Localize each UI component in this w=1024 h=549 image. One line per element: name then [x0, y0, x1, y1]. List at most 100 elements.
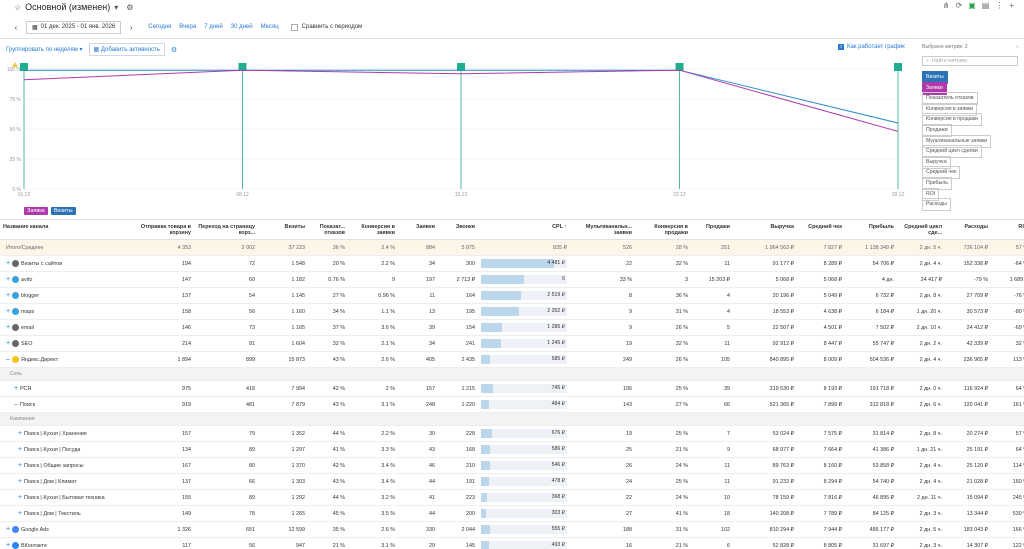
column-header[interactable]: Выручка: [770, 224, 794, 230]
next-period-icon[interactable]: ›: [129, 22, 133, 32]
column-header[interactable]: Конверсия в заявки: [361, 224, 395, 236]
column-header[interactable]: Звонки: [455, 224, 475, 230]
column-header[interactable]: Конверсия в продажи: [654, 224, 688, 236]
table-row[interactable]: + SEO 214 81 1 604 32 % 2.1 % 34 241 1 245 ₽ 19 32 …: [0, 336, 1024, 352]
table-row[interactable]: + Поиск | Дом | Текстиль 149 78 1 265 45 % 3.5…: [0, 506, 1024, 522]
metric-tag[interactable]: Конверсия в продажи: [922, 113, 982, 127]
metric-tag[interactable]: Средний чек: [922, 166, 961, 180]
column-header[interactable]: Средний чек: [808, 224, 842, 230]
quick-30days[interactable]: 30 дней: [230, 24, 253, 30]
table-row[interactable]: + Визиты с сайтов 194 72 1 548 20 % 2.2 % 34 300…: [0, 256, 1024, 272]
add-icon[interactable]: +: [1009, 1, 1014, 10]
column-header[interactable]: Визиты: [284, 224, 305, 230]
expand-icon[interactable]: +: [18, 478, 23, 485]
how-works-link[interactable]: i Как работает график: [838, 44, 905, 50]
column-header[interactable]: Продажи: [706, 224, 730, 230]
table-cell: 9: [629, 324, 632, 331]
chart-settings-icon[interactable]: ⚙: [170, 46, 178, 54]
add-activity-button[interactable]: ▦ Добавить активность: [88, 43, 165, 56]
table-row[interactable]: + РСЯ 975 418 7 994 42 % 2 % 157 1 215 745 ₽ 106 25…: [0, 381, 1024, 397]
column-header[interactable]: CPL ↑: [552, 224, 567, 230]
column-header[interactable]: Средний цикл сде...: [904, 224, 942, 236]
metric-tag[interactable]: Выручка: [922, 155, 951, 169]
table-row[interactable]: + Поиск | Общие запросы 167 80 1 370 42 % 3.4 …: [0, 458, 1024, 474]
expand-icon[interactable]: +: [6, 323, 11, 331]
compare-checkbox[interactable]: [290, 23, 298, 31]
expand-icon[interactable]: –: [6, 355, 10, 363]
metric-tag[interactable]: Заявки: [922, 81, 947, 95]
table-row[interactable]: + maps 158 56 1 160 34 % 1.1 % 13 195 2 352 ₽ 9 31 …: [0, 304, 1024, 320]
table-row[interactable]: + ВКонтакте 117 56 947 21 % 3.1 % 29 145 493 ₽ 16 2…: [0, 538, 1024, 549]
metric-search-input[interactable]: ⌕ Найти метрику: [922, 56, 1018, 66]
quick-yesterday[interactable]: Вчера: [179, 24, 197, 30]
table-row[interactable]: + Поиск | Дом | Климат 137 66 1 303 43 % 3.4 %…: [0, 474, 1024, 490]
metric-tag[interactable]: Продажи: [922, 123, 952, 137]
sync-icon[interactable]: ⟳: [955, 1, 963, 10]
gear-icon[interactable]: ⚙: [126, 2, 134, 12]
column-header[interactable]: Прибыль: [868, 224, 894, 230]
quick-today[interactable]: Сегодня: [148, 24, 172, 30]
metric-tag[interactable]: Конверсия в заявки: [922, 102, 978, 116]
table-cell: 8 009 ₽: [823, 356, 842, 363]
expand-icon[interactable]: +: [14, 385, 19, 392]
legend-item-leads[interactable]: Заявки: [24, 207, 48, 215]
metric-tag[interactable]: Мультиканальные заявки: [922, 134, 992, 148]
column-header[interactable]: Переход на страницу корз...: [198, 224, 255, 236]
expand-icon[interactable]: +: [6, 307, 11, 315]
expand-icon[interactable]: +: [6, 291, 11, 299]
cpl-bar-fill: [481, 291, 522, 300]
legend-item-visits[interactable]: Визиты: [50, 207, 76, 215]
quick-7days[interactable]: 7 дней: [204, 24, 223, 30]
group-by-dropdown[interactable]: Группировать по неделям ▾: [6, 47, 83, 53]
column-header[interactable]: Заявки: [416, 224, 435, 230]
table-row[interactable]: – Поиск 919 481 7 879 43 % 3.1 % 248 1 220 484 ₽ 1…: [0, 397, 1024, 413]
expand-icon[interactable]: +: [18, 430, 23, 437]
chevron-down-icon[interactable]: ▾: [114, 2, 119, 12]
excel-icon[interactable]: ▣: [968, 1, 976, 10]
x-tick-label: 29.12: [892, 192, 905, 198]
column-header[interactable]: Отправка товара в корзину: [140, 224, 191, 236]
expand-icon[interactable]: +: [18, 446, 23, 453]
top-icons: ⋔ ⟳ ▣ ▤ ⋮ +: [943, 1, 1014, 10]
table-row[interactable]: + Поиск | Кухня | Хранение 157 79 1 352 44 % 2…: [0, 426, 1024, 442]
table-row[interactable]: + email 146 73 1 165 37 % 3.6 % 39 154 1 285 ₽ 9 26…: [0, 320, 1024, 336]
column-header[interactable]: Название канала: [3, 224, 49, 230]
table-cell: 7: [727, 430, 730, 437]
quick-month[interactable]: Месяц: [260, 24, 279, 30]
table-row[interactable]: – Яндекс.Директ 1 894 899 15 873 43 % 2.6 % 405…: [0, 352, 1024, 368]
expand-icon[interactable]: +: [6, 525, 11, 533]
share-icon[interactable]: ⋔: [942, 1, 950, 10]
date-range-picker[interactable]: ▦ 01 дек. 2025 - 01 янв. 2026: [26, 20, 122, 34]
prev-period-icon[interactable]: ‹: [14, 22, 18, 32]
expand-icon[interactable]: +: [18, 510, 23, 517]
star-icon[interactable]: ☆: [14, 2, 22, 12]
column-header[interactable]: Расходы: [964, 224, 988, 230]
table-row[interactable]: + blogger 137 54 1 145 27 % 0.96 % 11 164 2 519 ₽…: [0, 288, 1024, 304]
metric-tag[interactable]: Прибыль: [922, 176, 952, 190]
compare-period[interactable]: Сравнить с периодом: [290, 23, 362, 31]
expand-icon[interactable]: +: [18, 462, 23, 469]
table-cell: 899: [246, 356, 255, 363]
expand-icon[interactable]: +: [6, 339, 11, 347]
metric-tag[interactable]: ROI: [922, 187, 940, 201]
expand-icon[interactable]: +: [6, 259, 11, 267]
column-header[interactable]: Мультиканальн... заявки: [585, 224, 632, 236]
table-row[interactable]: + Поиск | Кухня | Бытовая техника 155 89 1 2…: [0, 490, 1024, 506]
more-icon[interactable]: ⋮: [995, 1, 1004, 10]
column-header[interactable]: Показат... отказов: [319, 224, 345, 236]
table-row[interactable]: + Поиск | Кухня | Посуда 134 89 1 297 41 % 3.3…: [0, 442, 1024, 458]
metric-tag[interactable]: Расходы: [922, 198, 951, 212]
metric-tag[interactable]: Показатель отказов: [922, 92, 978, 106]
expand-icon[interactable]: +: [6, 541, 11, 549]
expand-icon[interactable]: +: [18, 494, 23, 501]
column-header[interactable]: ROI: [1018, 224, 1024, 230]
channel-name: SEO: [21, 340, 33, 347]
metric-tag[interactable]: Средний цикл сделки: [922, 145, 982, 159]
table-row[interactable]: + Google Ads 1 326 651 12 599 35 % 2.6 % 330 2 0…: [0, 522, 1024, 538]
report-title[interactable]: Основной (изменен): [25, 2, 111, 12]
expand-icon[interactable]: –: [14, 401, 18, 408]
chart-icon[interactable]: ▤: [981, 1, 990, 10]
expand-icon[interactable]: +: [6, 275, 11, 283]
collapse-icon[interactable]: ‹: [1016, 44, 1018, 50]
table-row[interactable]: + avito 147 60 1 182 0.76 % 9 197 2 713 ₽ 6 33 % 3 1…: [0, 272, 1024, 288]
